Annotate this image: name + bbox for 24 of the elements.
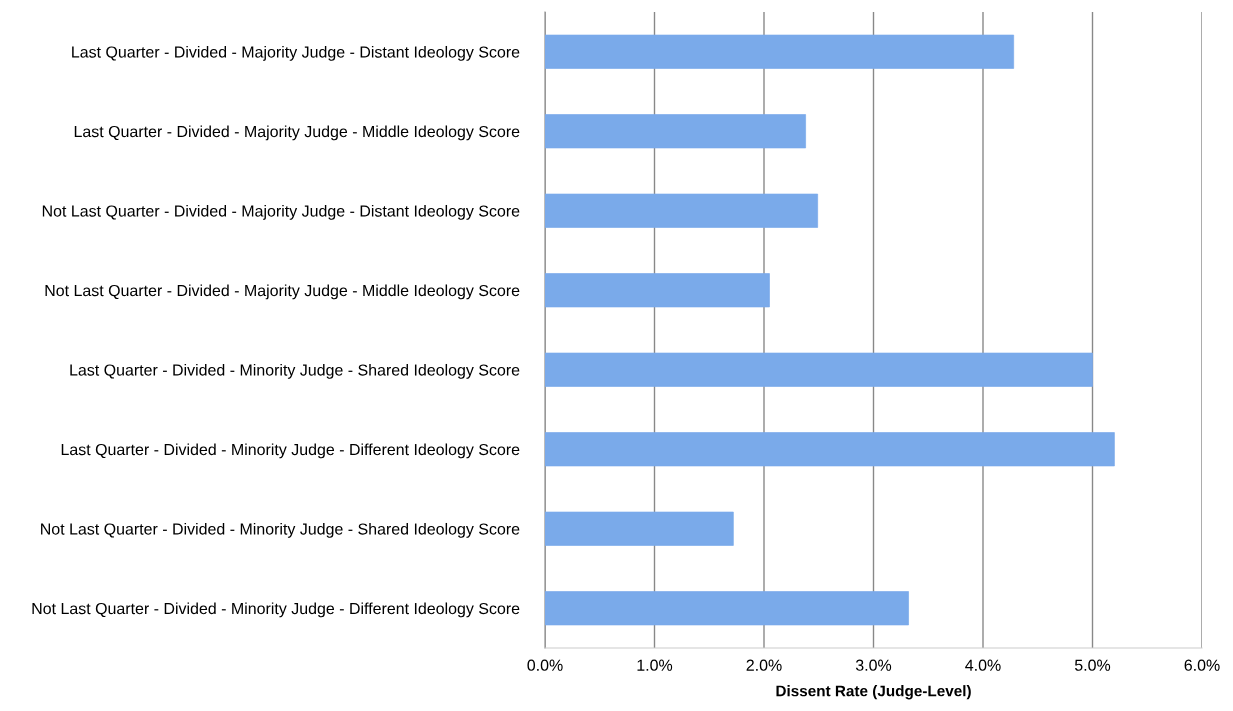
y-tick-label: Last Quarter - Divided - Majority Judge - Middle Ideology Score	[74, 125, 520, 141]
bar	[545, 511, 734, 546]
y-tick-label: Not Last Quarter - Divided - Minority Judge - Shared Ideology Score	[41, 522, 520, 538]
y-tick-label: Last Quarter - Divided - Minority Judge - Different Ideology Score	[61, 443, 520, 459]
bar	[545, 114, 806, 149]
x-tick-label: 6.0%	[1184, 659, 1220, 671]
bar	[545, 273, 770, 308]
y-tick-label: Not Last Quarter - Divided - Majority Judge - Middle Ideology Score	[45, 284, 520, 300]
bar	[545, 591, 909, 626]
y-tick-label: Last Quarter - Divided - Majority Judge - Distant Ideology Score	[72, 45, 520, 61]
y-tick-label: Not Last Quarter - Divided - Majority Judge - Distant Ideology Score	[42, 204, 520, 220]
bar	[545, 34, 1015, 69]
x-tick-label: 4.0%	[965, 659, 1001, 671]
x-tick-label: 5.0%	[1074, 659, 1111, 671]
x-axis-title: Dissent Rate (Judge-Level)	[776, 685, 971, 700]
x-tick-label: 0.0%	[527, 659, 563, 671]
y-tick-label: Last Quarter - Divided - Minority Judge - Shared Ideology Score	[70, 363, 520, 379]
bar	[545, 432, 1115, 467]
x-tick-label: 2.0%	[746, 659, 782, 671]
x-tick-label: 3.0%	[855, 659, 892, 671]
bar	[545, 193, 818, 228]
bar	[545, 352, 1093, 387]
y-tick-label: Not Last Quarter - Divided - Minority Judge - Different Ideology Score	[32, 602, 520, 618]
x-tick-label: 1.0%	[637, 659, 673, 671]
